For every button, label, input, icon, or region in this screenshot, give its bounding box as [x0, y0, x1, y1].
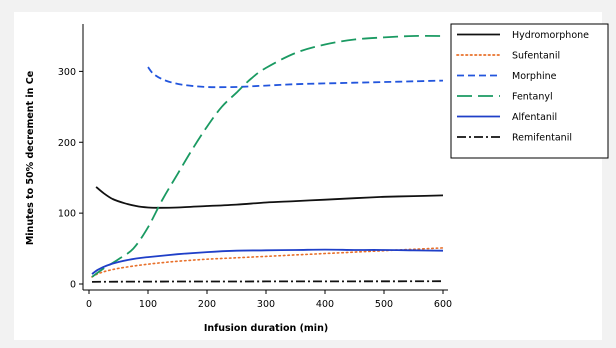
y-axis-title: Minutes to 50% decrement in Ce [25, 71, 36, 245]
series-line-morphine [147, 66, 444, 89]
series-line-fentanyl [91, 34, 444, 278]
legend-label-fentanyl: Fentanyl [512, 92, 553, 103]
legend-label-hydromorphone: Hydromorphone [512, 30, 589, 41]
x-tick-label: 200 [198, 299, 216, 310]
x-tick-label: 600 [434, 299, 452, 310]
x-axis-title: Infusion duration (min) [204, 323, 328, 334]
legend-label-alfentanil: Alfentanil [512, 112, 557, 123]
y-tick-label: 100 [58, 209, 76, 220]
y-tick-label: 200 [58, 138, 76, 149]
series-line-hydromorphone [95, 186, 444, 209]
legend-label-remifentanil: Remifentanil [512, 133, 572, 144]
y-axis-ticks: 0 100 200 300 [58, 67, 83, 291]
chart-legend: Hydromorphone Sufentanil Morphine Fentanyl A… [450, 23, 609, 159]
y-tick-label: 300 [58, 67, 76, 78]
x-tick-label: 100 [139, 299, 157, 310]
y-tick-label: 0 [70, 280, 76, 291]
x-axis-ticks: 0 100 200 300 400 500 600 [86, 290, 452, 310]
series-line-sufentanil [91, 247, 444, 278]
x-tick-label: 0 [86, 299, 92, 310]
series-line-alfentanil [91, 248, 444, 275]
x-tick-label: 300 [257, 299, 275, 310]
legend-box [450, 23, 609, 159]
series-lines [91, 34, 444, 283]
series-line-remifentanil [91, 280, 444, 283]
x-tick-label: 400 [316, 299, 334, 310]
legend-label-sufentanil: Sufentanil [512, 51, 560, 62]
x-tick-label: 500 [375, 299, 393, 310]
legend-label-morphine: Morphine [512, 71, 557, 82]
